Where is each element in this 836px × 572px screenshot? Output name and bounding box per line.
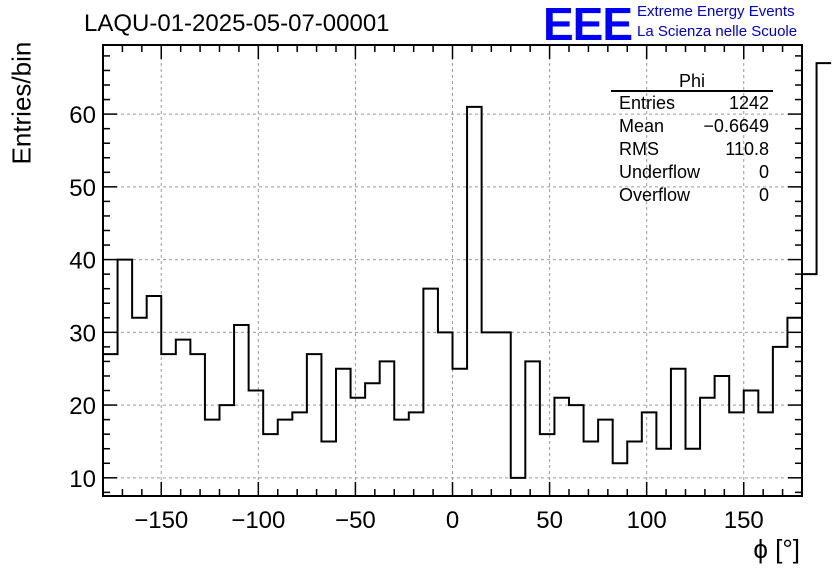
histogram-bin bbox=[773, 347, 788, 496]
stats-label: Entries bbox=[619, 93, 676, 113]
histogram-bin bbox=[365, 383, 380, 496]
histogram-bin bbox=[263, 434, 278, 496]
histogram-bin bbox=[234, 325, 249, 496]
eee-logo: EEE bbox=[543, 0, 633, 50]
stats-box: Phi Entries 1242 Mean −0.6649 RMS 110.8 … bbox=[611, 72, 773, 207]
histogram-bin bbox=[394, 420, 409, 496]
x-axis-label: ϕ [°] bbox=[753, 534, 800, 564]
histogram-bin bbox=[496, 332, 511, 496]
histogram-bin bbox=[453, 369, 468, 496]
stats-label: Underflow bbox=[619, 162, 701, 182]
histogram-bin bbox=[249, 391, 264, 496]
histogram-bin bbox=[423, 289, 438, 496]
histogram-bin bbox=[584, 441, 599, 496]
histogram-bin bbox=[686, 449, 701, 496]
histogram-bin bbox=[817, 63, 832, 496]
histogram-bin bbox=[205, 420, 220, 496]
y-tick-label: 20 bbox=[69, 393, 96, 420]
stats-row-entries: Entries 1242 bbox=[611, 92, 773, 115]
stats-row-underflow: Underflow 0 bbox=[611, 161, 773, 184]
histogram-bin bbox=[380, 361, 395, 496]
histogram-bin bbox=[642, 412, 657, 496]
histogram-bin bbox=[278, 420, 293, 496]
histogram-bin bbox=[671, 369, 686, 496]
histogram-bin bbox=[758, 412, 773, 496]
histogram-bin bbox=[715, 376, 730, 496]
x-tick-label: 150 bbox=[724, 507, 764, 534]
stats-value: 0 bbox=[758, 162, 769, 182]
histogram-bin bbox=[656, 449, 671, 496]
histogram-bin bbox=[627, 441, 642, 496]
histogram-bin bbox=[598, 420, 613, 496]
histogram-bin bbox=[336, 369, 351, 496]
y-tick-label: 30 bbox=[69, 320, 96, 347]
stats-title: Phi bbox=[611, 72, 773, 92]
histogram-bin bbox=[292, 412, 307, 496]
histogram-bin bbox=[147, 296, 162, 496]
x-tick-label: −100 bbox=[231, 507, 285, 534]
stats-label: Overflow bbox=[619, 185, 691, 205]
stats-row-overflow: Overflow 0 bbox=[611, 184, 773, 207]
histogram-bin bbox=[569, 405, 584, 496]
stats-value: 110.8 bbox=[725, 139, 769, 159]
histogram-bin bbox=[176, 340, 191, 496]
histogram-bin bbox=[613, 463, 628, 496]
x-tick-label: 50 bbox=[536, 507, 563, 534]
histogram-bin bbox=[525, 361, 540, 496]
histogram-bin bbox=[787, 318, 802, 496]
histogram-bin bbox=[321, 441, 336, 496]
histogram-bin bbox=[161, 354, 176, 496]
histogram-series-line bbox=[103, 62, 832, 479]
histogram-bin bbox=[438, 332, 453, 496]
y-tick-label: 10 bbox=[69, 466, 96, 493]
histogram-bin bbox=[351, 398, 366, 496]
histogram-bin bbox=[220, 405, 235, 496]
histogram-bin bbox=[307, 354, 322, 496]
histogram-bin bbox=[540, 434, 555, 496]
chart-title: LAQU-01-2025-05-07-00001 bbox=[84, 10, 390, 37]
histogram-bin bbox=[802, 274, 817, 496]
histogram-bin bbox=[554, 398, 569, 496]
x-tick-label: 0 bbox=[446, 507, 459, 534]
y-tick-label: 60 bbox=[69, 102, 96, 129]
histogram-bin bbox=[132, 318, 147, 496]
histogram-bin bbox=[482, 332, 497, 496]
logo-text-line2: La Scienza nelle Scuole bbox=[637, 23, 798, 40]
stats-value: −0.6649 bbox=[703, 116, 769, 136]
x-tick-label: −50 bbox=[335, 507, 376, 534]
histogram-bin bbox=[467, 107, 482, 496]
y-tick-label: 40 bbox=[69, 248, 96, 275]
x-tick-label: −150 bbox=[134, 507, 188, 534]
stats-value: 1242 bbox=[728, 93, 769, 113]
histogram-bin bbox=[729, 412, 744, 496]
histogram-bin bbox=[409, 412, 424, 496]
stats-label: Mean bbox=[619, 116, 665, 136]
histogram-bin bbox=[118, 260, 133, 496]
x-tick-label: 100 bbox=[627, 507, 667, 534]
stats-row-rms: RMS 110.8 bbox=[611, 138, 773, 161]
stats-row-mean: Mean −0.6649 bbox=[611, 115, 773, 138]
stats-label: RMS bbox=[619, 139, 659, 159]
histogram-bin bbox=[511, 478, 526, 496]
histogram-bin bbox=[700, 398, 715, 496]
logo-text-line1: Extreme Energy Events bbox=[637, 3, 795, 20]
y-tick-label: 50 bbox=[69, 175, 96, 202]
stats-value: 0 bbox=[758, 185, 769, 205]
histogram-bin bbox=[190, 354, 205, 496]
histogram-bin bbox=[744, 391, 759, 496]
